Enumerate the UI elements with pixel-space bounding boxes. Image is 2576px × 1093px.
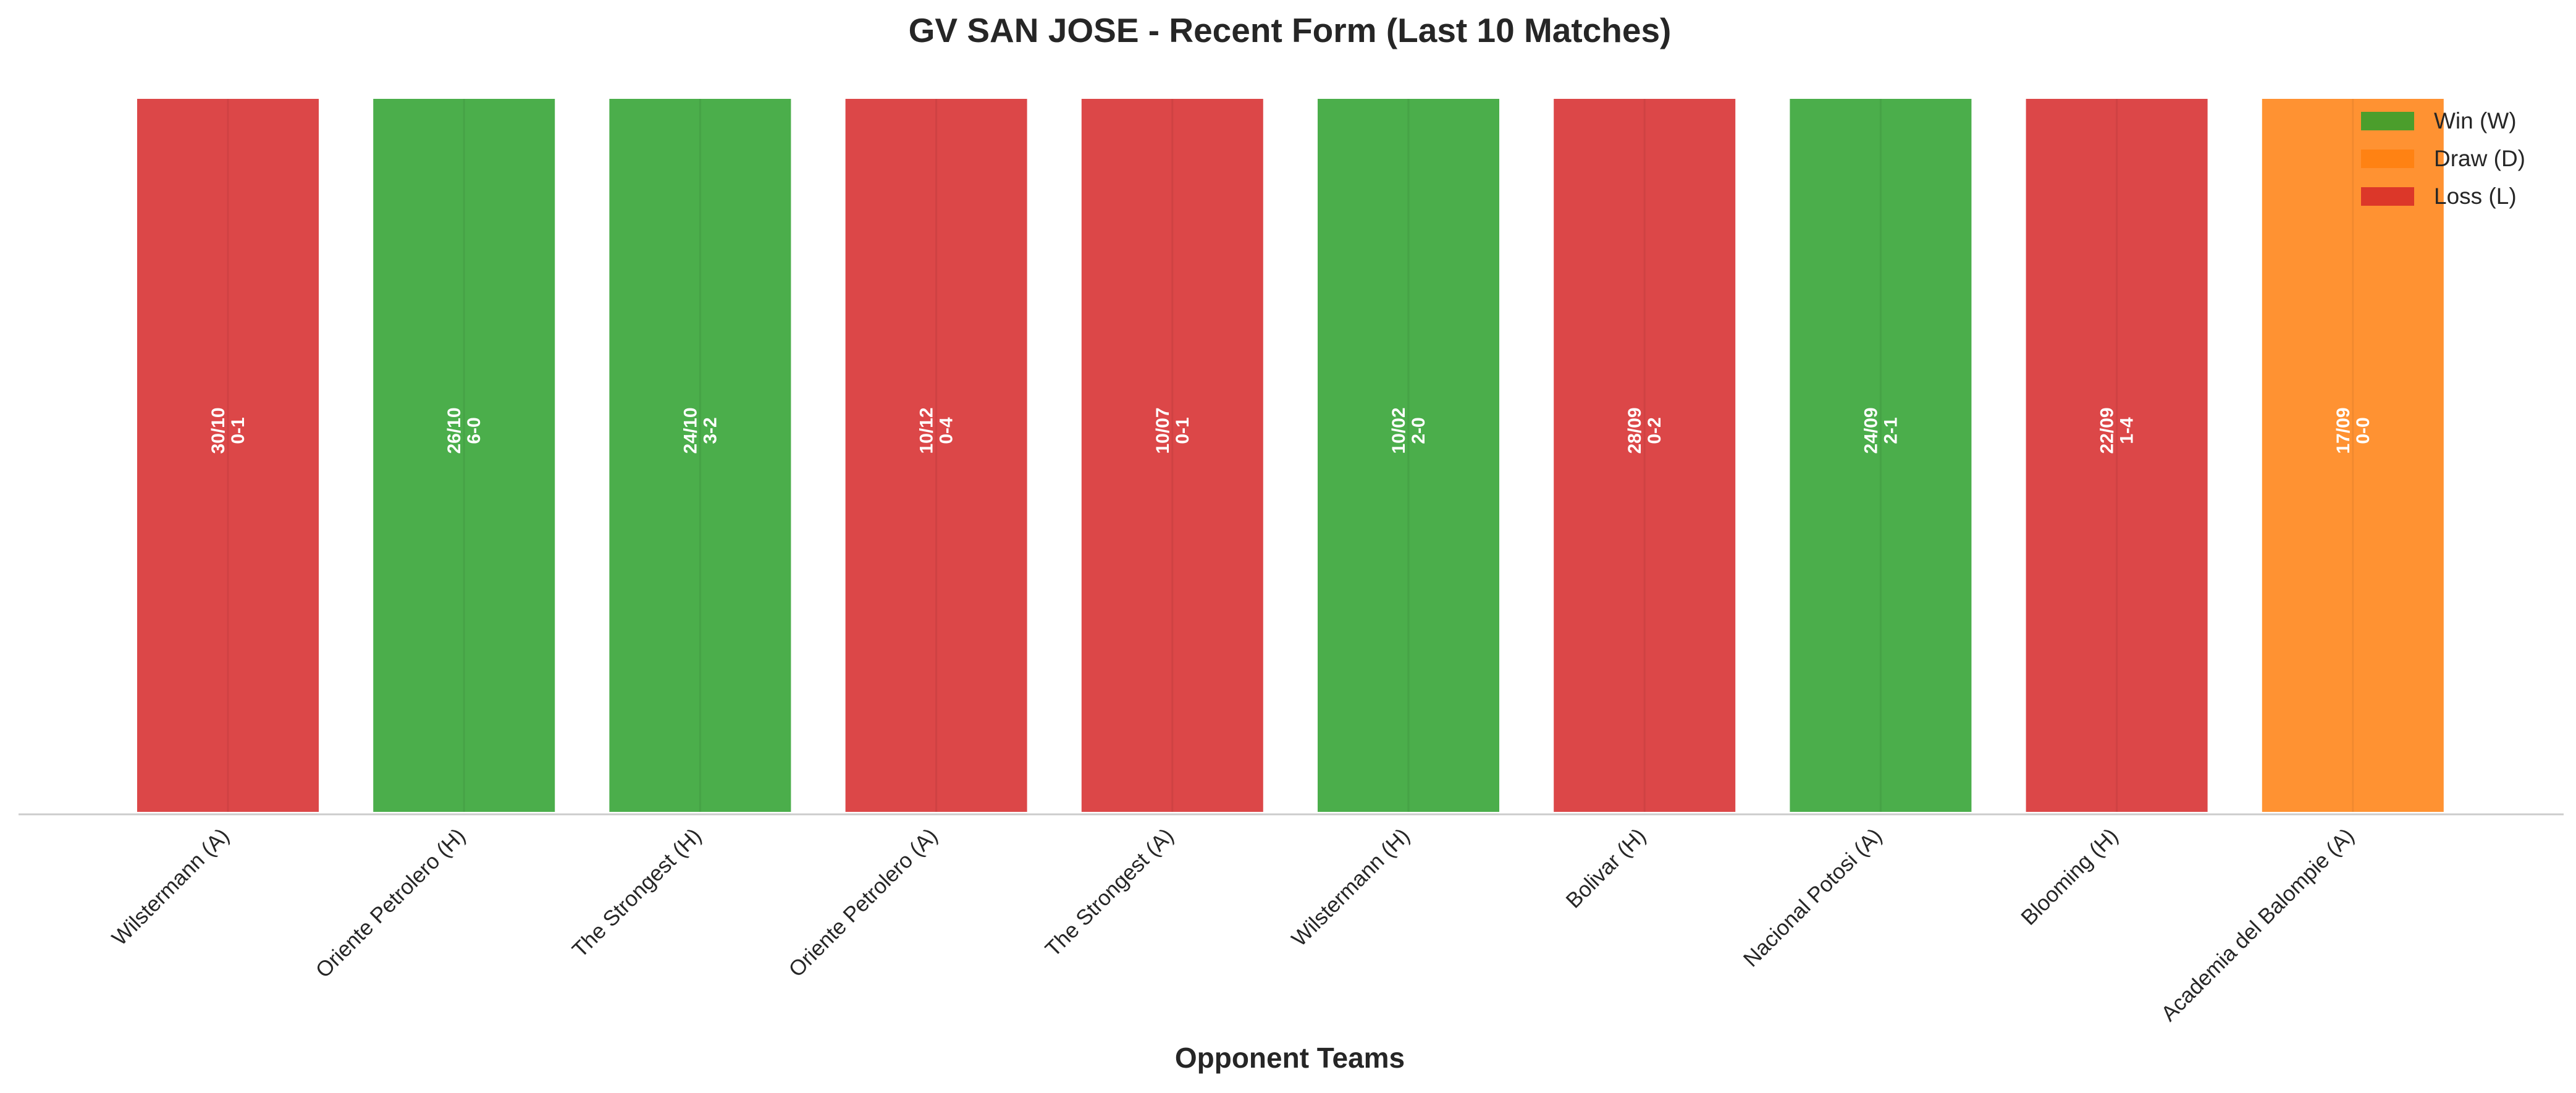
bar-data-label: 28/090-2 <box>1625 407 1665 454</box>
bar <box>843 96 1030 814</box>
bar-score-label: 6-0 <box>464 417 484 444</box>
bar-group: 30/100-1 <box>135 96 321 814</box>
bars-layer: 30/100-1 26/106-0 24/103-2 10/120-4 10/070-1… <box>135 96 2446 814</box>
bar-date-label: 10/02 <box>1389 407 1409 454</box>
bar <box>1787 96 1974 814</box>
x-tick-label: The Strongest (H) <box>568 824 706 962</box>
x-tick-label: The Strongest (A) <box>1041 824 1179 961</box>
bar-group: 22/091-4 <box>2023 96 2210 814</box>
bar-data-label: 10/070-1 <box>1153 407 1193 454</box>
bar-group: 24/092-1 <box>1787 96 1974 814</box>
x-tick-label: Wilstermann (H) <box>1287 824 1414 951</box>
bar-data-label: 30/100-1 <box>208 407 248 454</box>
bar <box>135 96 321 814</box>
bar-data-label: 10/120-4 <box>917 407 957 454</box>
x-axis-label: Opponent Teams <box>1175 1042 1405 1074</box>
bar-date-label: 26/10 <box>444 407 465 454</box>
x-tick-label: Bolivar (H) <box>1561 824 1650 913</box>
bar-group: 17/090-0 <box>2259 96 2446 814</box>
bar-score-label: 0-1 <box>1172 417 1193 444</box>
legend-swatch <box>2361 112 2414 130</box>
bar-group: 24/103-2 <box>607 96 794 814</box>
x-tick-label: Blooming (H) <box>2016 824 2123 930</box>
bar-group: 26/106-0 <box>371 96 558 814</box>
legend-swatch <box>2361 187 2414 206</box>
bar <box>1551 96 1738 814</box>
bar-score-label: 1-4 <box>2117 417 2137 444</box>
bar-data-label: 24/092-1 <box>1861 407 1901 454</box>
bar <box>2023 96 2210 814</box>
bar <box>1315 96 1502 814</box>
x-tick-label: Oriente Petrolero (H) <box>311 824 470 982</box>
bar <box>1079 96 1266 814</box>
x-tick-labels: Wilstermann (A) Oriente Petrolero (H) The … <box>107 824 2359 1026</box>
bar-date-label: 28/09 <box>1625 407 1645 454</box>
bar-score-label: 2-1 <box>1880 417 1901 444</box>
bar-date-label: 30/10 <box>208 407 229 454</box>
bar <box>2259 96 2446 814</box>
bar-data-label: 10/022-0 <box>1389 407 1429 454</box>
bar-score-label: 0-1 <box>228 417 248 444</box>
x-tick-label: Academia del Balompie (A) <box>2157 824 2359 1026</box>
bar-data-label: 24/103-2 <box>680 407 720 454</box>
bar-date-label: 24/09 <box>1861 407 1881 454</box>
legend-swatch <box>2361 150 2414 168</box>
bar-group: 10/120-4 <box>843 96 1030 814</box>
legend-label: Draw (D) <box>2434 146 2525 171</box>
legend-label: Win (W) <box>2434 108 2517 133</box>
legend-label: Loss (L) <box>2434 184 2517 209</box>
bar-date-label: 10/07 <box>1153 407 1173 454</box>
bar-score-label: 0-0 <box>2353 417 2373 444</box>
bar-score-label: 0-4 <box>937 417 957 444</box>
bar-score-label: 0-2 <box>1644 417 1665 444</box>
bar-data-label: 17/090-0 <box>2333 407 2373 454</box>
x-tick-label: Nacional Potosi (A) <box>1739 824 1887 971</box>
chart-title: GV SAN JOSE - Recent Form (Last 10 Match… <box>909 11 1672 49</box>
bar-data-label: 22/091-4 <box>2097 407 2137 454</box>
bar <box>371 96 558 814</box>
legend: Win (W) Draw (D) Loss (L) <box>2361 108 2525 209</box>
bar-date-label: 10/12 <box>917 407 937 454</box>
x-tick-label: Oriente Petrolero (A) <box>784 824 942 982</box>
bar-date-label: 24/10 <box>680 407 701 454</box>
bar-group: 28/090-2 <box>1551 96 1738 814</box>
bar-score-label: 3-2 <box>700 417 720 444</box>
bar-group: 10/070-1 <box>1079 96 1266 814</box>
bar-score-label: 2-0 <box>1408 417 1429 444</box>
bar-date-label: 17/09 <box>2333 407 2354 454</box>
x-tick-label: Wilstermann (A) <box>107 824 234 950</box>
bar-group: 10/022-0 <box>1315 96 1502 814</box>
bar-data-label: 26/106-0 <box>444 407 484 454</box>
bar <box>607 96 794 814</box>
bar-date-label: 22/09 <box>2097 407 2118 454</box>
